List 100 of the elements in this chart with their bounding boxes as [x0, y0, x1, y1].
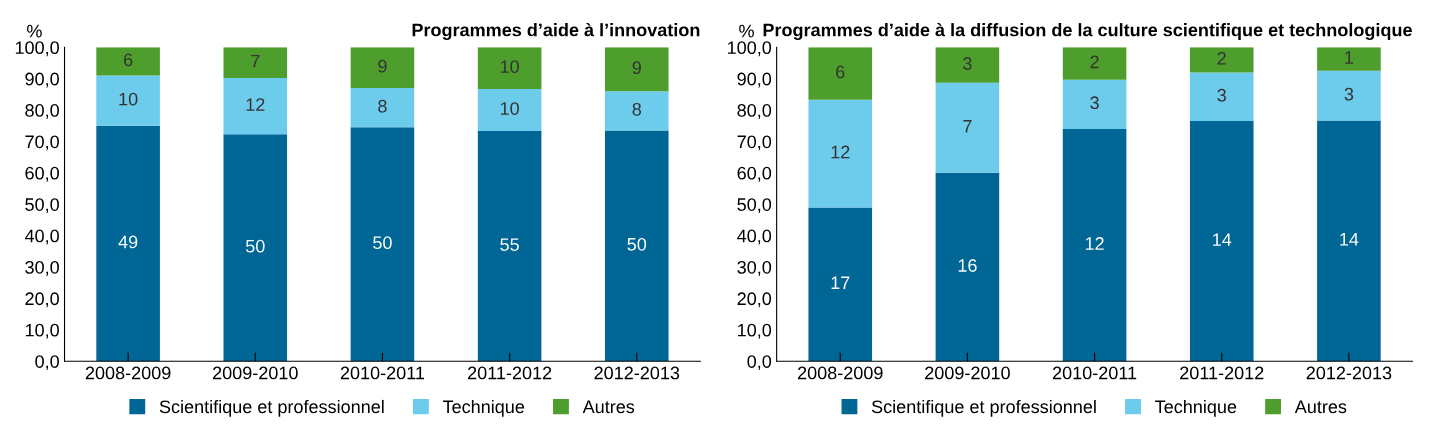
bar	[223, 78, 288, 135]
annotation: 50	[373, 236, 392, 250]
bar	[477, 131, 542, 362]
annotation: 3	[963, 57, 972, 70]
x-tick-label: 2011-2012	[468, 366, 552, 380]
bar	[1189, 121, 1254, 362]
annotation: 10	[500, 102, 519, 115]
y-axis-title: %	[27, 24, 42, 38]
y-tick-label: 0,0	[35, 355, 59, 371]
y-tick-label: 40,0	[24, 229, 59, 245]
y-tick-label: 70,0	[737, 135, 772, 151]
chart-title: Programmes d’aide à la diffusion de la culture scientifique et technologique	[763, 22, 1412, 41]
bar	[604, 47, 669, 92]
legend-label: Scientifique et professionnel	[159, 399, 384, 417]
bar	[1062, 47, 1127, 80]
annotation: 2	[1090, 55, 1099, 69]
y-tick-label: 50,0	[25, 198, 59, 214]
annotation: 50	[245, 239, 265, 253]
x-tick-label: 2010-2011	[340, 366, 425, 380]
y-tick-label: 20,0	[737, 292, 772, 308]
annotation: 16	[958, 259, 977, 272]
bar	[223, 47, 288, 79]
bar	[1189, 72, 1254, 122]
bar	[1189, 47, 1254, 73]
annotation: 8	[378, 99, 387, 113]
bar	[1317, 120, 1381, 362]
bar	[1317, 70, 1381, 121]
y-tick-label: 0,0	[747, 355, 772, 371]
bar	[1062, 128, 1127, 362]
bar	[808, 207, 873, 362]
bar	[223, 134, 288, 362]
y-tick-label: 20,0	[25, 292, 59, 308]
bar	[808, 99, 873, 208]
y-tick-label: 60,0	[25, 166, 59, 182]
y-tick-label: 10,0	[738, 323, 772, 339]
x-tick-label: 2008-2009	[85, 366, 171, 380]
annotation: 8	[632, 102, 642, 116]
y-tick-label: 90,0	[25, 72, 59, 88]
annotation: 10	[119, 92, 138, 106]
bar	[604, 91, 669, 131]
legend-label: Scientifique et professionnel	[871, 399, 1096, 417]
bar	[604, 130, 669, 362]
annotation: 50	[627, 237, 647, 251]
bar	[96, 125, 160, 362]
legend-label: Technique	[1155, 399, 1237, 417]
bar	[96, 47, 160, 76]
legend-label: Autres	[582, 400, 635, 414]
annotation: 10	[500, 60, 519, 74]
bar	[350, 127, 415, 362]
annotation: 3	[1344, 87, 1354, 101]
annotation: 12	[831, 145, 850, 159]
y-tick-label: 30,0	[25, 260, 59, 276]
annotation: 7	[251, 54, 260, 68]
annotation: 17	[831, 276, 850, 289]
annotation: 12	[1085, 237, 1104, 250]
legend-label: Technique	[442, 399, 525, 417]
y-tick-label: 10,0	[25, 323, 59, 339]
bar	[477, 47, 542, 90]
y-tick-label: 30,0	[737, 260, 772, 276]
annotation: 7	[963, 120, 972, 133]
bar	[935, 172, 1000, 362]
legend-label: Autres	[1294, 400, 1347, 414]
x-tick-label: 2008-2009	[797, 366, 883, 380]
y-tick-label: 100,0	[15, 41, 59, 57]
y-tick-label: 40,0	[737, 229, 772, 245]
x-tick-label: 2012-2013	[594, 366, 680, 380]
annotation: 12	[246, 98, 265, 111]
annotation: 9	[632, 61, 641, 75]
annotation: 6	[836, 65, 845, 79]
x-tick-label: 2009-2010	[925, 366, 1010, 380]
annotation: 3	[1217, 88, 1226, 102]
bar	[96, 75, 160, 126]
annotation: 14	[1340, 233, 1359, 246]
annotation: 1	[1345, 51, 1354, 64]
y-tick-label: 80,0	[737, 104, 772, 119]
y-tick-label: 100,0	[728, 41, 772, 57]
bar	[935, 47, 1000, 83]
x-tick-label: 2009-2010	[213, 366, 298, 380]
y-tick-label: 70,0	[25, 135, 59, 151]
y-tick-label: 60,0	[737, 166, 772, 182]
bar	[1317, 47, 1381, 71]
annotation: 6	[124, 53, 133, 67]
annotation: 2	[1217, 51, 1226, 65]
x-tick-label: 2010-2011	[1052, 366, 1137, 380]
bar	[1062, 79, 1127, 129]
y-tick-label: 90,0	[737, 72, 772, 88]
bar	[350, 47, 415, 89]
y-tick-label: 50,0	[737, 198, 772, 214]
annotation: 55	[500, 238, 519, 251]
bar	[808, 47, 873, 100]
chart-title: Programmes d’aide à l’innovation	[412, 22, 700, 41]
y-tick-label: 80,0	[25, 104, 59, 119]
bar	[350, 88, 415, 128]
bar	[935, 82, 1000, 173]
y-axis-title: %	[739, 24, 754, 38]
x-tick-label: 2012-2013	[1306, 366, 1392, 380]
bar	[477, 89, 542, 132]
x-tick-label: 2011-2012	[1180, 366, 1264, 380]
annotation: 3	[1090, 96, 1099, 110]
annotation: 9	[378, 59, 387, 73]
